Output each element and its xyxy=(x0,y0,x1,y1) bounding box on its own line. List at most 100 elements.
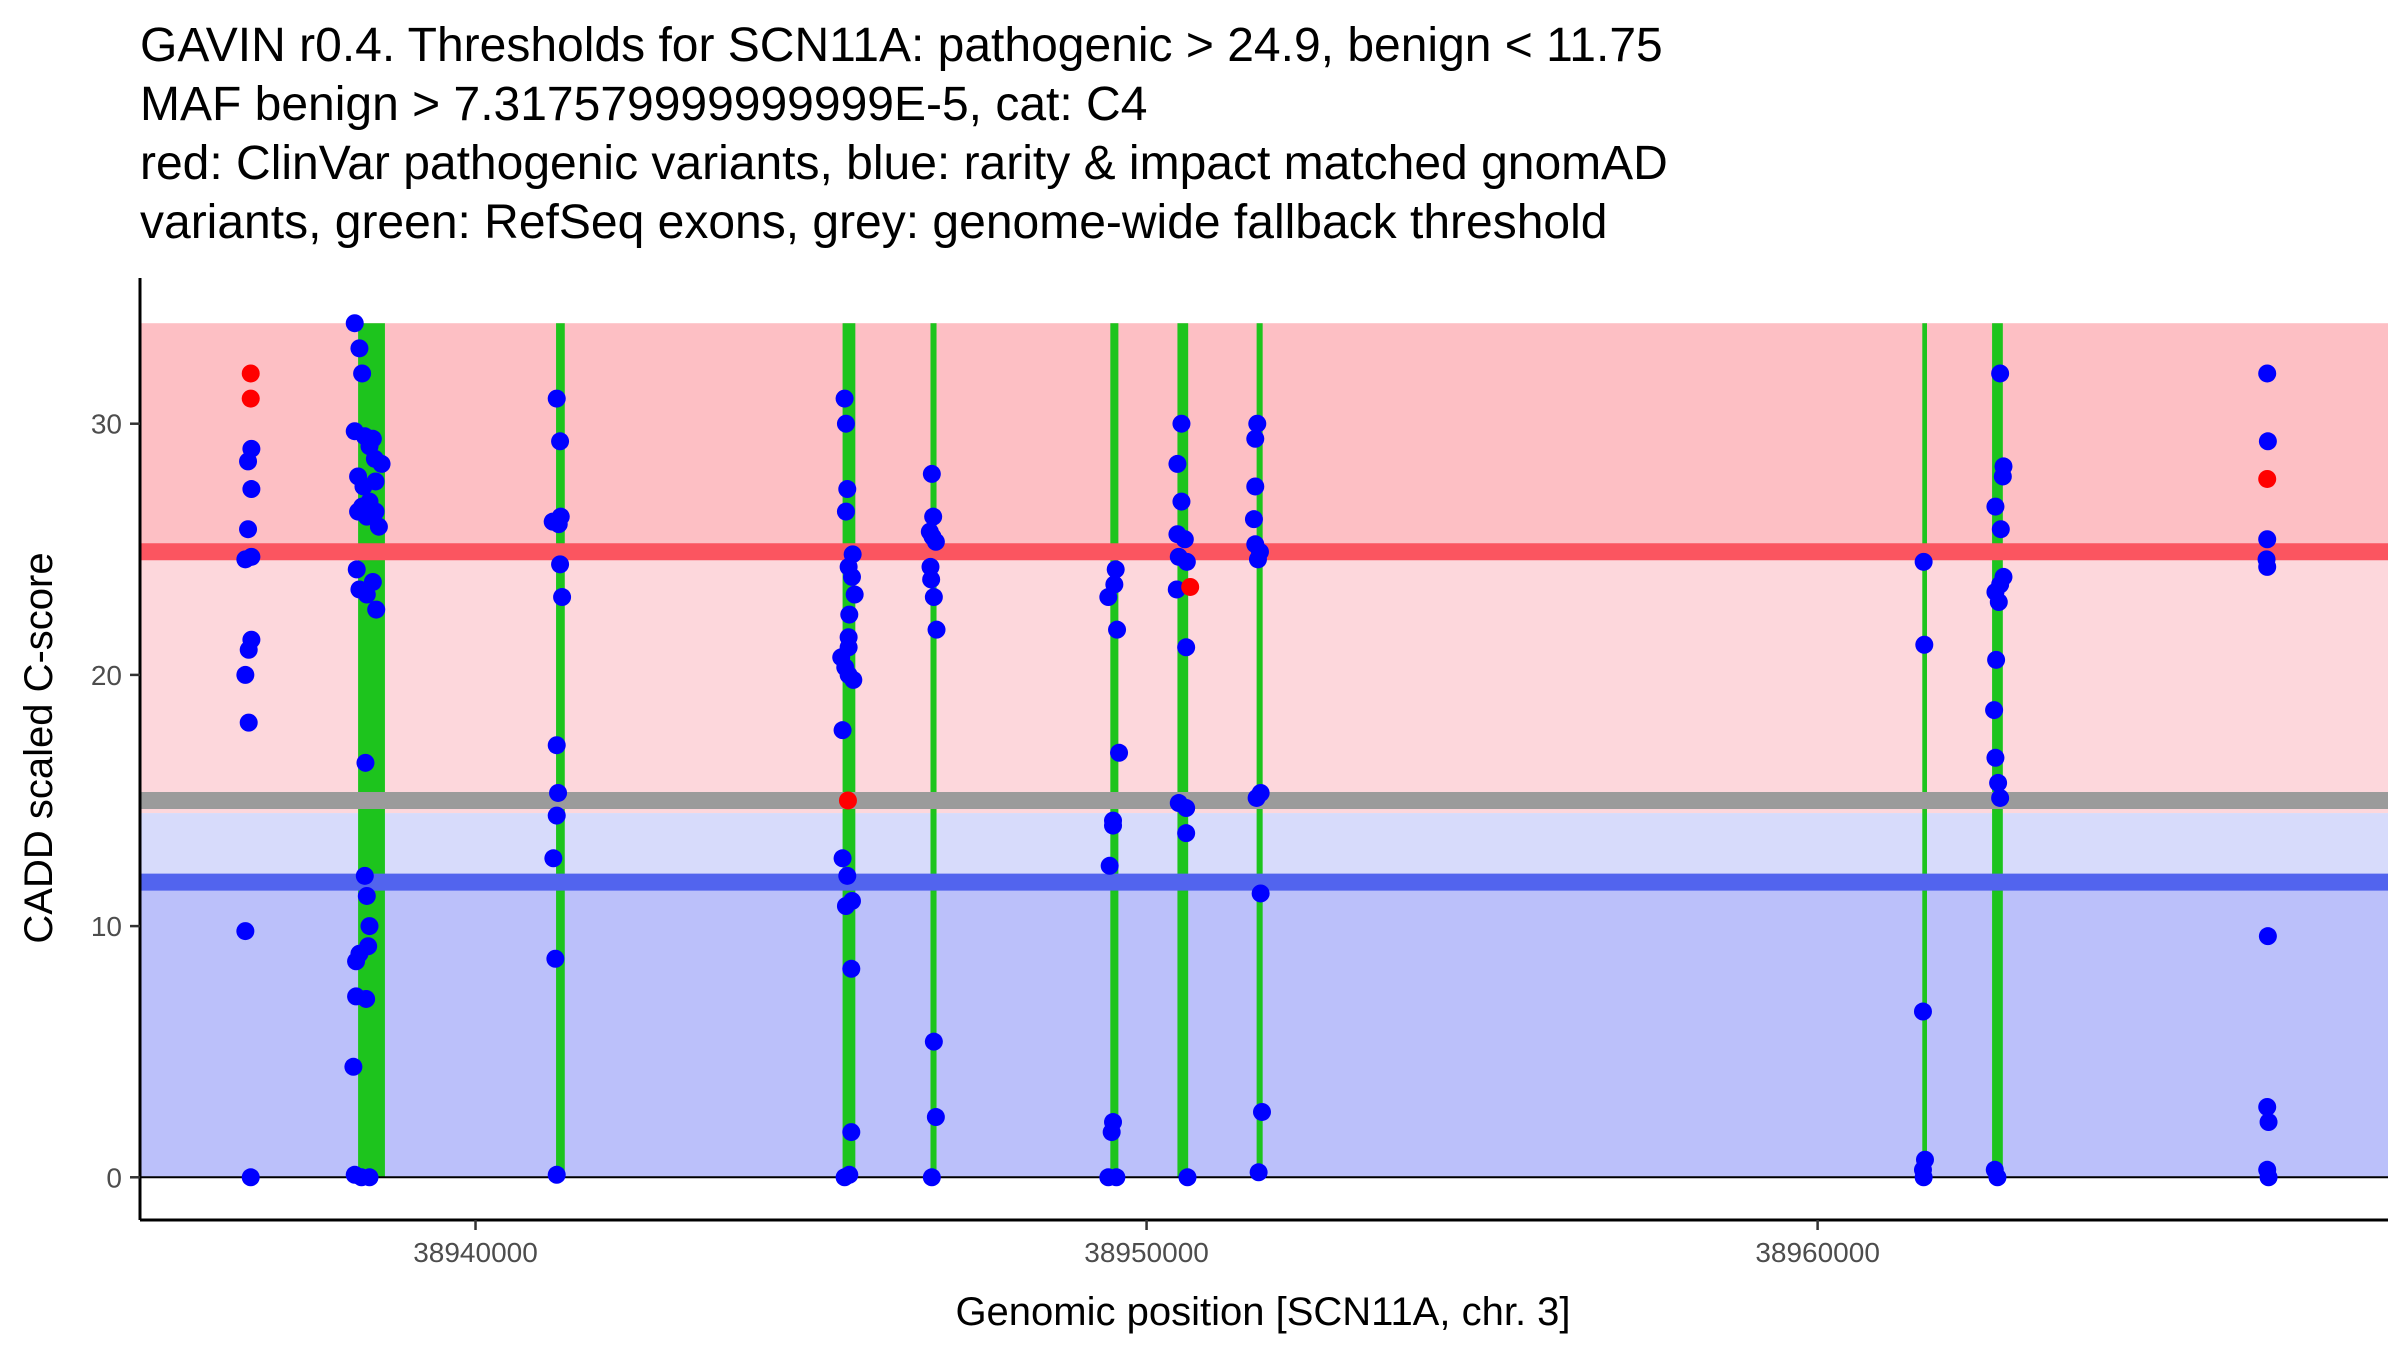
gnomad-point xyxy=(1989,773,2008,792)
x-axis-title: Genomic position [SCN11A, chr. 3] xyxy=(955,1290,1570,1334)
gnomad-point xyxy=(1985,701,2004,720)
gnomad-point xyxy=(838,480,857,499)
gnomad-point xyxy=(836,414,855,433)
gnomad-point xyxy=(1247,788,1266,807)
clinvar-point xyxy=(241,389,260,408)
gnomad-point xyxy=(1987,650,2006,669)
gnomad-point xyxy=(1986,748,2005,767)
gnomad-point xyxy=(1252,1102,1271,1121)
gnomad-point xyxy=(547,1165,566,1184)
gnomad-point xyxy=(1988,1168,2007,1187)
exon-bar-8 xyxy=(1922,323,1927,1178)
gnomad-point xyxy=(922,1168,941,1187)
gnomad-point xyxy=(927,620,946,639)
gnomad-point xyxy=(239,520,258,539)
gnomad-point xyxy=(1993,467,2012,486)
gnomad-point xyxy=(357,886,376,905)
gnomad-point xyxy=(1251,884,1270,903)
gnomad-point xyxy=(2258,927,2277,946)
gnomad-point xyxy=(838,866,857,885)
gnomad-point xyxy=(924,1032,943,1051)
gnomad-point xyxy=(924,588,943,607)
gnomad-point xyxy=(1178,1168,1197,1187)
y-tick-label: 0 xyxy=(106,1162,122,1193)
gnomad-point xyxy=(366,502,385,521)
x-tick-label: 38950000 xyxy=(1084,1237,1209,1268)
gnomad-point xyxy=(1986,497,2005,516)
gray-zone-upper-band xyxy=(140,551,2388,814)
gnomad-point xyxy=(842,959,861,978)
gnomad-point xyxy=(357,989,376,1008)
gnomad-point xyxy=(1108,620,1127,639)
gnomad-point xyxy=(1915,635,1934,654)
gnomad-point xyxy=(1168,454,1187,473)
gnomad-point xyxy=(1110,743,1129,762)
gnomad-point xyxy=(547,389,566,408)
clinvar-point xyxy=(241,364,260,383)
gnomad-point xyxy=(835,389,854,408)
data-points xyxy=(236,314,2278,1187)
gnomad-point xyxy=(1177,638,1196,657)
gnomad-point xyxy=(1167,580,1186,599)
gnomad-point xyxy=(369,517,388,536)
gnomad-point xyxy=(844,670,863,689)
exon-bar-7 xyxy=(1256,323,1263,1178)
gnomad-point xyxy=(356,753,375,772)
gnomad-point xyxy=(544,849,563,868)
gnomad-point xyxy=(926,1108,945,1127)
gnomad-point xyxy=(553,588,572,607)
gnomad-point xyxy=(2258,364,2277,383)
y-tick-label: 10 xyxy=(91,911,122,942)
title-line-1: GAVIN r0.4. Thresholds for SCN11A: patho… xyxy=(140,19,1663,72)
gnomad-point xyxy=(2258,530,2277,549)
gnomad-point xyxy=(551,432,570,451)
gnomad-point xyxy=(1249,1163,1268,1182)
gnomad-point xyxy=(833,849,852,868)
x-tick-label: 38940000 xyxy=(413,1237,538,1268)
gnomad-point xyxy=(922,570,941,589)
gnomad-point xyxy=(1169,547,1188,566)
gnomad-point xyxy=(363,572,382,591)
gnomad-point xyxy=(1989,593,2008,612)
gray-zone-lower-band xyxy=(140,813,2388,883)
gnomad-point xyxy=(547,736,566,755)
gnomad-point xyxy=(551,507,570,526)
clinvar-point xyxy=(838,791,857,810)
gnomad-point xyxy=(1914,552,1933,571)
gnomad-point xyxy=(1177,824,1196,843)
gnomad-point xyxy=(547,806,566,825)
gnomad-point xyxy=(1991,520,2010,539)
gnomad-point xyxy=(367,600,386,619)
benign-band xyxy=(140,882,2388,1178)
y-axis-title: CADD scaled C-score xyxy=(17,552,61,943)
title-line-3: red: ClinVar pathogenic variants, blue: … xyxy=(140,137,1668,190)
title-line-2: MAF benign > 7.317579999999999E-5, cat: … xyxy=(140,78,1148,131)
gnomad-point xyxy=(1104,816,1123,835)
gnomad-point xyxy=(1913,1002,1932,1021)
gnomad-point xyxy=(350,339,369,358)
gnomad-point xyxy=(836,502,855,521)
gnomad-point xyxy=(1172,414,1191,433)
gnomad-point xyxy=(1246,477,1265,496)
gnomad-point xyxy=(842,567,861,586)
gnomad-point xyxy=(353,364,372,383)
axes: 0 10 20 30 38940000 38950000 38960000 xyxy=(91,278,2388,1268)
gnomad-point xyxy=(1100,856,1119,875)
gnomad-point xyxy=(2259,1113,2278,1132)
title-line-4: variants, green: RefSeq exons, grey: gen… xyxy=(140,196,1608,249)
gnomad-point xyxy=(1102,1123,1121,1142)
exon-bar-3 xyxy=(842,323,856,1178)
gnomad-point xyxy=(546,949,565,968)
gnomad-point xyxy=(241,1168,260,1187)
chart-title: GAVIN r0.4. Thresholds for SCN11A: patho… xyxy=(140,16,2380,252)
gnomad-point xyxy=(239,713,258,732)
threshold-bands xyxy=(140,323,2388,1178)
gnomad-point xyxy=(840,1165,859,1184)
gnomad-point xyxy=(355,866,374,885)
gnomad-point xyxy=(347,560,366,579)
gnomad-point xyxy=(1106,560,1125,579)
gnomad-point xyxy=(360,917,379,936)
gnomad-point xyxy=(924,507,943,526)
y-tick-label: 20 xyxy=(91,660,122,691)
